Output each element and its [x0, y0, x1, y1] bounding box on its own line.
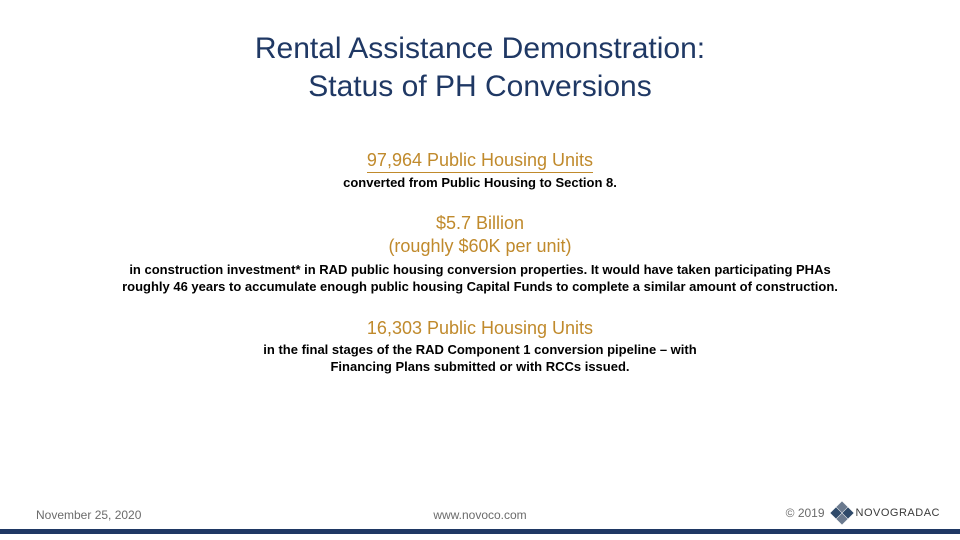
- logo-text: NOVOGRADAC: [856, 507, 940, 519]
- stat-heading-1-text: 97,964 Public Housing Units: [367, 150, 593, 173]
- stat-block-2: $5.7 Billion (roughly $60K per unit) in …: [0, 212, 960, 296]
- stat-sub-1: converted from Public Housing to Section…: [120, 175, 840, 190]
- stat-heading-2-line1: $5.7 Billion: [120, 212, 840, 235]
- title-line-2: Status of PH Conversions: [0, 68, 960, 106]
- title-block: Rental Assistance Demonstration: Status …: [0, 30, 960, 105]
- content: 97,964 Public Housing Units converted fr…: [0, 150, 960, 398]
- slide: Rental Assistance Demonstration: Status …: [0, 0, 960, 540]
- stat-desc-2: in construction investment* in RAD publi…: [120, 261, 840, 296]
- stat-heading-1: 97,964 Public Housing Units: [120, 150, 840, 173]
- stat-heading-3: 16,303 Public Housing Units: [120, 318, 840, 339]
- stat-block-3: 16,303 Public Housing Units in the final…: [0, 318, 960, 376]
- stat-heading-2-line2: (roughly $60K per unit): [120, 235, 840, 258]
- stat-desc-3: in the final stages of the RAD Component…: [250, 341, 710, 376]
- footer-copyright: © 2019: [786, 506, 825, 520]
- footer: November 25, 2020 www.novoco.com © 2019 …: [0, 500, 960, 522]
- footer-right: © 2019 NOVOGRADAC: [786, 502, 940, 524]
- stat-block-1: 97,964 Public Housing Units converted fr…: [0, 150, 960, 190]
- logo: NOVOGRADAC: [831, 502, 940, 524]
- bottom-rule: [0, 529, 960, 534]
- logo-icon: [831, 502, 853, 524]
- title-line-1: Rental Assistance Demonstration:: [0, 30, 960, 68]
